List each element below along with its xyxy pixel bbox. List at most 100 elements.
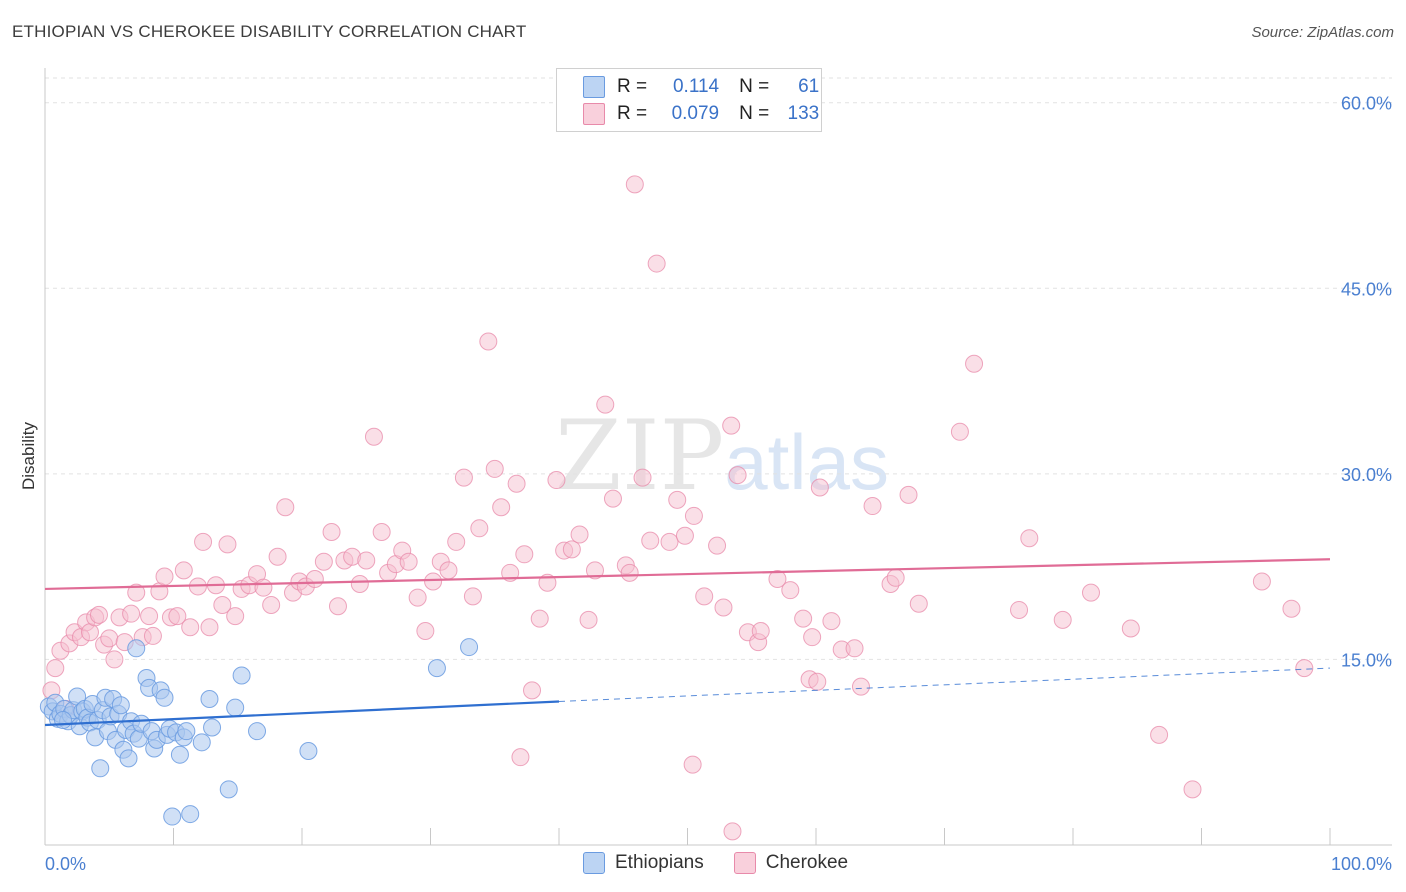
cherokee-point [314, 552, 333, 571]
cherokee-point [1081, 583, 1100, 602]
legend-r-value: 0.079 [671, 103, 720, 124]
cherokee-point [1020, 529, 1039, 548]
cherokee-point [364, 427, 383, 446]
cherokee-point [808, 672, 827, 691]
y-axis-label: Disability [19, 421, 38, 490]
x-tick-label: 0.0% [45, 854, 86, 874]
cherokee-point [683, 755, 702, 774]
cherokee-point [562, 540, 581, 559]
cherokee-point [886, 568, 905, 587]
cherokee-point [585, 561, 604, 580]
cherokee-point [1121, 619, 1140, 638]
watermark: ZIPatlas [555, 400, 889, 512]
cherokee-point [226, 607, 245, 626]
y-tick-label: 15.0% [1341, 650, 1392, 670]
cherokee-point [174, 561, 193, 580]
legend-n-value: 133 [787, 103, 820, 124]
cherokee-point [140, 607, 159, 626]
cherokee-point [424, 572, 443, 591]
cherokee-swatch [583, 103, 605, 125]
cherokee-point [1252, 572, 1271, 591]
cherokee-point [899, 485, 918, 504]
cherokee-point [439, 561, 458, 580]
ethiopians-point [119, 749, 138, 768]
tick-labels: 15.0% 30.0% 45.0% 60.0% 0.0% 100.0% [45, 94, 1392, 874]
cherokee-point [794, 609, 813, 628]
ethiopians-point [219, 780, 238, 799]
watermark-atlas: atlas [724, 418, 889, 506]
ethiopians-points [39, 638, 479, 826]
cherokee-points [42, 175, 1314, 841]
legend-label-cherokee: Cherokee [765, 852, 849, 873]
cherokee-point [768, 570, 787, 589]
cherokee-point [89, 605, 108, 624]
cherokee-point [194, 532, 213, 551]
cherokee-point [603, 489, 622, 508]
cherokee-point [328, 597, 347, 616]
series-legend: Ethiopians Cherokee [583, 852, 878, 874]
cherokee-point [722, 416, 741, 435]
legend-item-ethiopians: Ethiopians [583, 852, 704, 874]
cherokee-point [507, 474, 526, 493]
cherokee-point [950, 422, 969, 441]
cherokee-point [515, 545, 534, 564]
cherokee-point [254, 578, 273, 597]
legend-n-value: 61 [798, 76, 820, 97]
cherokee-point [399, 552, 418, 571]
ethiopians-point [155, 688, 174, 707]
cherokee-point [803, 628, 822, 647]
cherokee-point [305, 570, 324, 589]
ethiopians-point [192, 733, 211, 752]
ethiopians-point [91, 759, 110, 778]
cherokee-point [262, 596, 281, 615]
cherokee-point [675, 526, 694, 545]
cherokee-point [200, 618, 219, 637]
cherokee-point [181, 618, 200, 637]
cherokee-point [268, 547, 287, 566]
cherokee-point [570, 525, 589, 544]
ethiopians-point [299, 741, 318, 760]
cherokee-point [408, 588, 427, 607]
cherokee-point [322, 523, 341, 542]
cherokee-point [781, 581, 800, 600]
y-tick-label: 30.0% [1341, 465, 1392, 485]
cherokee-point [492, 498, 511, 517]
cherokee-point [511, 748, 530, 767]
ethiopians-trend-line [44, 700, 560, 727]
cherokee-point [1010, 600, 1029, 619]
cherokee-point [641, 531, 660, 550]
cherokee-point [909, 594, 928, 613]
cherokee-point [470, 519, 489, 538]
ethiopians-point [53, 711, 72, 730]
gridlines [45, 77, 1392, 660]
cherokee-point [357, 551, 376, 570]
legend-row-ethiopians: R = 0.114 N = 61 [583, 75, 819, 99]
trend-lines [44, 558, 1331, 727]
ethiopians-point [232, 666, 251, 685]
ethiopians-swatch [583, 76, 605, 98]
ethiopians-legend-swatch [583, 852, 605, 874]
cherokee-point [530, 609, 549, 628]
cherokee-point [122, 604, 141, 623]
cherokee-point [714, 598, 733, 617]
cherokee-point [660, 532, 679, 551]
watermark-zip: ZIP [555, 400, 725, 512]
y-tick-label: 45.0% [1341, 279, 1392, 299]
ethiopians-point [170, 745, 189, 764]
legend-item-cherokee: Cherokee [733, 852, 849, 874]
cherokee-point [46, 659, 65, 678]
cherokee-point [1295, 659, 1314, 678]
ethiopians-point [248, 722, 267, 741]
cherokee-point [810, 478, 829, 497]
ethiopians-point [163, 807, 182, 826]
cherokee-point [485, 459, 504, 478]
cherokee-point [218, 535, 237, 554]
cherokee-point [155, 567, 174, 586]
cherokee-point [276, 498, 295, 517]
x-tick-label: 100.0% [1331, 854, 1392, 874]
cherokee-point [1282, 599, 1301, 618]
legend-n-label: N = [739, 103, 770, 124]
cherokee-point [684, 506, 703, 525]
ethiopians-point [460, 638, 479, 657]
source-label: Source: ZipAtlas.com [1251, 24, 1394, 41]
